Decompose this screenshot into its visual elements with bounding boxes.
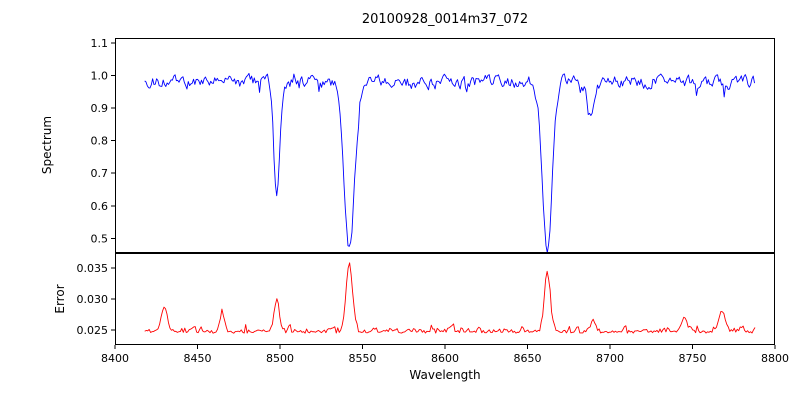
error-frame [115, 253, 775, 345]
error-y-tick-label: 0.030 [77, 293, 109, 306]
x-tick-label: 8400 [101, 352, 129, 365]
x-tick-label: 8500 [266, 352, 294, 365]
x-tick-label: 8450 [184, 352, 212, 365]
x-tick-label: 8750 [679, 352, 707, 365]
plot-title: 20100928_0014m37_072 [361, 12, 529, 27]
spectrum-y-tick-label: 0.9 [91, 102, 109, 115]
error-y-tick-label: 0.025 [77, 324, 109, 337]
spectrum-y-tick-label: 1.0 [91, 69, 109, 82]
x-axis-label: Wavelength [409, 368, 481, 382]
x-tick-label: 8800 [761, 352, 789, 365]
error-line [144, 262, 756, 334]
spectrum-y-tick-label: 0.5 [91, 232, 109, 245]
spectrum-frame [115, 38, 775, 253]
x-tick-label: 8550 [349, 352, 377, 365]
spectrum-y-tick-label: 1.1 [91, 37, 109, 50]
spectrum-line [144, 72, 755, 253]
spectrum-y-tick-label: 0.6 [91, 200, 109, 213]
spectrum-y-tick-label: 0.8 [91, 135, 109, 148]
x-tick-label: 8600 [431, 352, 459, 365]
x-tick-label: 8650 [514, 352, 542, 365]
spectrum-y-tick-label: 0.7 [91, 167, 109, 180]
error-y-tick-label: 0.035 [77, 262, 109, 275]
x-tick-label: 8700 [596, 352, 624, 365]
